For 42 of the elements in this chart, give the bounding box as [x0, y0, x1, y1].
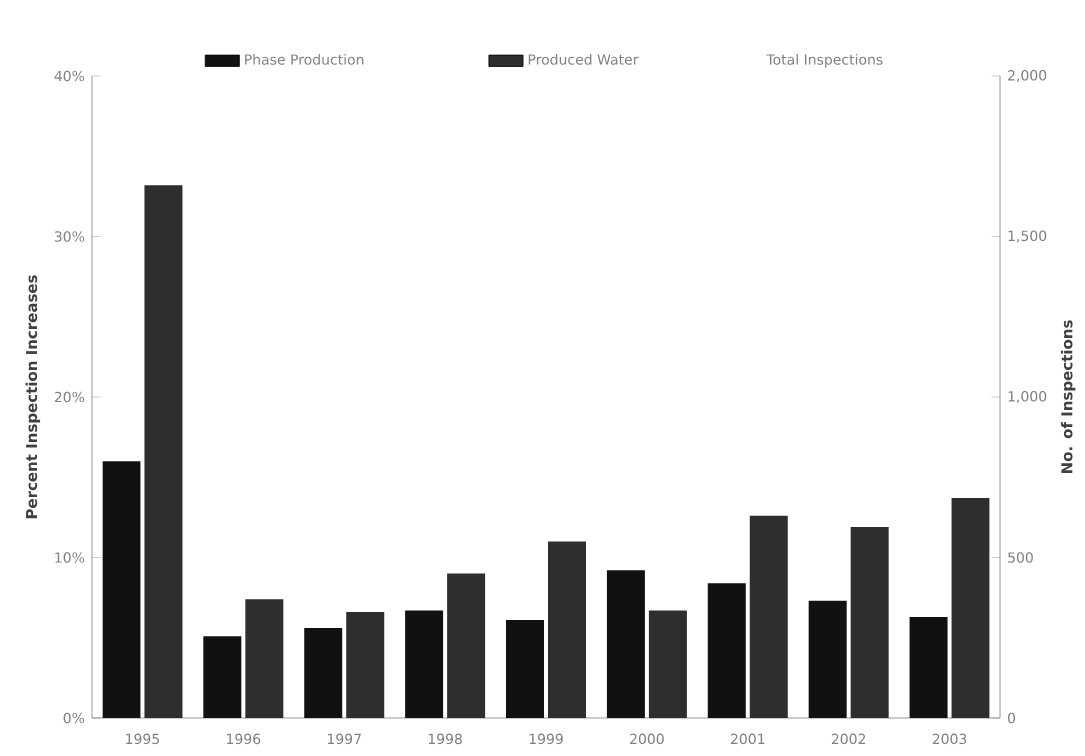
x-tick-label: 2003 — [932, 733, 967, 745]
bar — [144, 185, 183, 718]
bar — [102, 461, 141, 718]
bar — [648, 610, 687, 718]
x-tick-label: 1997 — [327, 733, 361, 745]
y2-tick-label: 0 — [1007, 712, 1016, 724]
bar — [203, 636, 242, 718]
x-tick-label: 2002 — [831, 733, 866, 745]
y-axis-title: Percent Inspection Increases — [25, 275, 41, 519]
y2-tick-label: 1,500 — [1008, 230, 1047, 243]
text: Total Inspections — [766, 53, 883, 68]
bar — [548, 541, 586, 718]
x-tick-label: 2001 — [731, 733, 765, 745]
x-tick-label: 1995 — [126, 733, 160, 745]
bar — [506, 620, 544, 718]
bar — [447, 573, 486, 718]
bar — [749, 515, 788, 718]
y-tick-label: 20% — [54, 391, 85, 403]
bar — [808, 600, 847, 718]
bar — [951, 498, 990, 718]
x-tick-label: 1998 — [428, 733, 462, 745]
bar — [606, 570, 645, 718]
bar — [909, 616, 948, 718]
y-tick-label: 0% — [63, 712, 85, 724]
legend-label: Produced Water — [528, 53, 639, 65]
bar — [405, 610, 444, 718]
y2-axis-title: No. of Inspections — [1060, 320, 1076, 474]
bar — [346, 612, 385, 718]
bar — [850, 527, 889, 718]
y-tick-label: 30% — [54, 231, 85, 242]
y2-tick-label: 1,000 — [1008, 391, 1047, 404]
bar — [245, 599, 284, 718]
bar — [707, 583, 746, 718]
y-tick-label: 10% — [55, 552, 85, 563]
x-tick-label: 1996 — [227, 733, 261, 745]
legend-label: Phase Production — [245, 53, 364, 65]
x-tick-label: 1999 — [529, 733, 563, 745]
y2-tick-label: 2,000 — [1008, 70, 1047, 83]
x-tick-label: 2000 — [630, 733, 664, 745]
y2-tick-label: 500 — [1008, 552, 1033, 563]
bar — [304, 628, 343, 718]
y-tick-label: 40% — [54, 70, 85, 82]
